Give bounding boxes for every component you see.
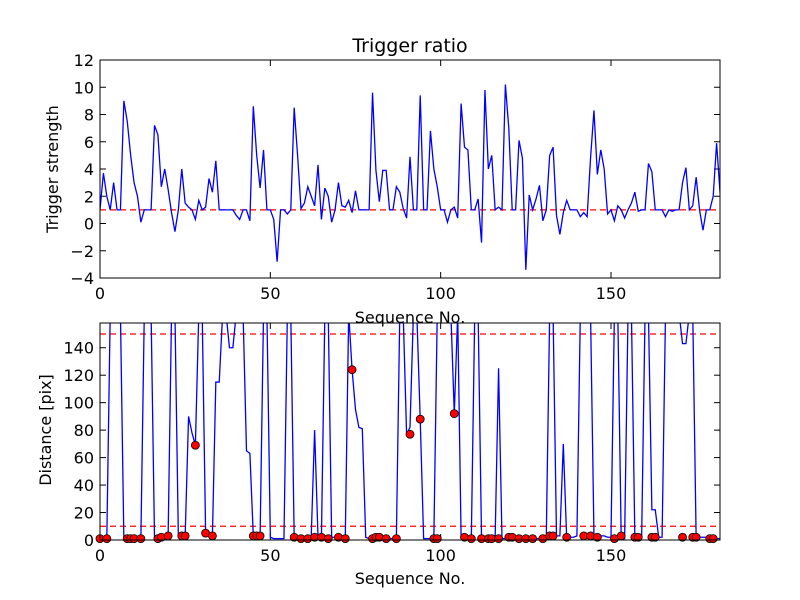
data-point-marker bbox=[255, 531, 265, 541]
data-point-marker bbox=[180, 531, 190, 541]
bottom-axes-frame bbox=[99, 322, 721, 541]
data-point-marker bbox=[190, 440, 200, 450]
x-tick-label: 150 bbox=[596, 546, 627, 565]
y-tick-label: 120 bbox=[63, 366, 94, 385]
data-point-marker bbox=[466, 534, 476, 544]
data-point-marker bbox=[102, 534, 112, 544]
x-tick-label: 0 bbox=[95, 546, 105, 565]
y-tick-label: 20 bbox=[74, 504, 94, 523]
trigger-strength-line bbox=[100, 84, 720, 270]
y-tick-label: 6 bbox=[84, 133, 94, 152]
chart-title: Trigger ratio bbox=[351, 35, 467, 57]
bottom-x-axis-label: Sequence No. bbox=[355, 569, 466, 588]
data-point-marker bbox=[592, 532, 602, 542]
data-point-marker bbox=[391, 534, 401, 544]
y-tick-label: 80 bbox=[74, 421, 94, 440]
data-point-marker bbox=[708, 534, 718, 544]
data-point-marker bbox=[548, 531, 558, 541]
trigger-ratio-panel: Trigger ratio −4 −2 0 2 4 6 8 10 12 0 50 100 150 Se… bbox=[43, 35, 721, 327]
y-tick-label: 0 bbox=[84, 215, 94, 234]
y-tick-label: 2 bbox=[84, 187, 94, 206]
y-tick-label: 0 bbox=[84, 531, 94, 550]
x-tick-label: 50 bbox=[260, 284, 280, 303]
y-tick-label: 4 bbox=[84, 160, 94, 179]
x-tick-label: 0 bbox=[95, 284, 105, 303]
y-tick-label: 40 bbox=[74, 476, 94, 495]
x-tick-label: 100 bbox=[425, 284, 456, 303]
bottom-y-axis-label: Distance [pix] bbox=[36, 374, 55, 486]
data-point-marker bbox=[691, 532, 701, 542]
data-point-marker bbox=[323, 534, 333, 544]
data-point-marker bbox=[449, 409, 459, 419]
y-tick-label: 10 bbox=[74, 78, 94, 97]
data-point-marker bbox=[415, 414, 425, 424]
data-point-marker bbox=[432, 534, 442, 544]
top-axes-frame bbox=[99, 59, 721, 279]
x-tick-label: 100 bbox=[425, 546, 456, 565]
data-point-marker bbox=[136, 534, 146, 544]
y-tick-label: 8 bbox=[84, 106, 94, 125]
y-tick-label: 100 bbox=[63, 394, 94, 413]
data-point-marker bbox=[678, 532, 687, 542]
distance-panel: 0 20 40 60 80 100 120 140 0 50 100 150 Sequence No… bbox=[36, 322, 721, 588]
top-y-axis-label: Trigger strength bbox=[43, 105, 62, 234]
data-point-marker bbox=[163, 531, 173, 541]
data-point-marker bbox=[562, 532, 572, 542]
top-x-axis-label: Sequence No. bbox=[355, 308, 466, 327]
x-tick-label: 150 bbox=[596, 284, 627, 303]
y-tick-label: −4 bbox=[70, 269, 94, 288]
y-tick-label: 60 bbox=[74, 449, 94, 468]
data-point-marker bbox=[650, 532, 660, 542]
data-point-marker bbox=[208, 531, 217, 541]
y-tick-label: 12 bbox=[74, 51, 94, 70]
data-point-marker bbox=[633, 532, 643, 542]
data-point-marker bbox=[616, 531, 626, 541]
x-tick-label: 50 bbox=[260, 546, 280, 565]
data-point-marker bbox=[381, 534, 391, 544]
data-point-marker bbox=[528, 534, 538, 544]
data-point-marker bbox=[347, 365, 357, 375]
data-point-marker bbox=[405, 429, 415, 439]
y-tick-label: 140 bbox=[63, 339, 94, 358]
data-point-marker bbox=[340, 534, 350, 544]
y-tick-label: −2 bbox=[70, 242, 94, 261]
data-point-marker bbox=[494, 534, 503, 544]
